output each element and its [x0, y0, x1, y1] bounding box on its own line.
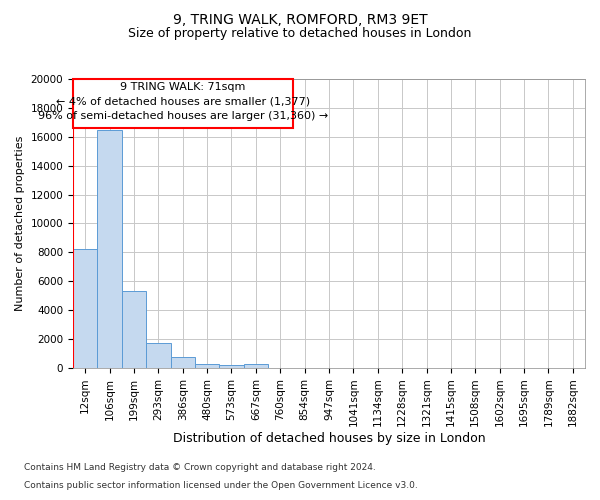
- Bar: [220, 365, 244, 368]
- FancyBboxPatch shape: [73, 79, 293, 128]
- Text: Contains HM Land Registry data © Crown copyright and database right 2024.: Contains HM Land Registry data © Crown c…: [24, 464, 376, 472]
- Y-axis label: Number of detached properties: Number of detached properties: [15, 136, 25, 311]
- Bar: [122, 292, 146, 368]
- Text: 96% of semi-detached houses are larger (31,360) →: 96% of semi-detached houses are larger (…: [38, 111, 328, 121]
- Bar: [195, 364, 220, 368]
- Bar: [146, 342, 170, 368]
- Text: Size of property relative to detached houses in London: Size of property relative to detached ho…: [128, 28, 472, 40]
- X-axis label: Distribution of detached houses by size in London: Distribution of detached houses by size …: [173, 432, 485, 445]
- Bar: [244, 364, 268, 368]
- Bar: [97, 130, 122, 368]
- Bar: [170, 357, 195, 368]
- Text: Contains public sector information licensed under the Open Government Licence v3: Contains public sector information licen…: [24, 481, 418, 490]
- Text: 9 TRING WALK: 71sqm: 9 TRING WALK: 71sqm: [121, 82, 246, 92]
- Bar: [73, 250, 97, 368]
- Text: ← 4% of detached houses are smaller (1,377): ← 4% of detached houses are smaller (1,3…: [56, 96, 310, 106]
- Text: 9, TRING WALK, ROMFORD, RM3 9ET: 9, TRING WALK, ROMFORD, RM3 9ET: [173, 12, 427, 26]
